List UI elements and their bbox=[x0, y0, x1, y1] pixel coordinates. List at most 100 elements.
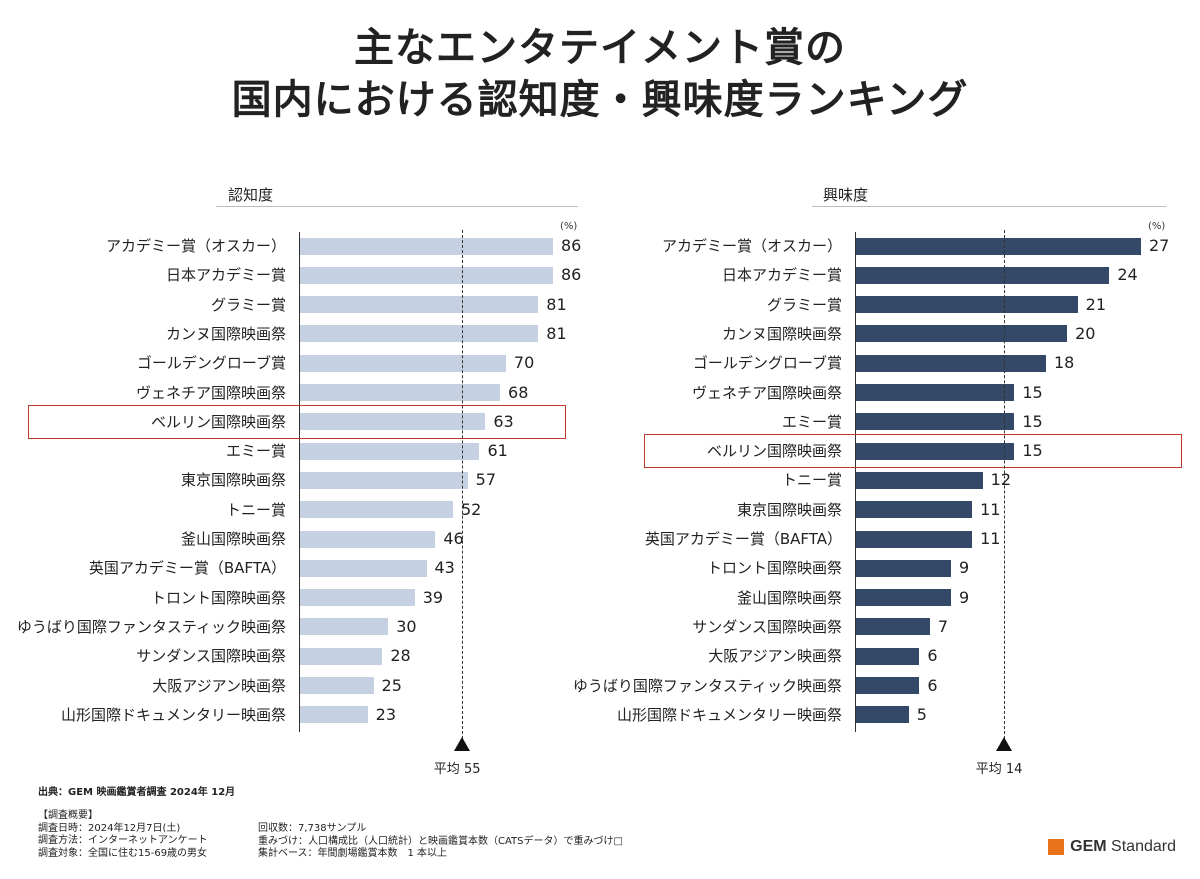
bar bbox=[856, 266, 1110, 284]
category-label: ゴールデングローブ賞 bbox=[136, 354, 286, 373]
average-label-text: 平均 bbox=[975, 762, 1006, 777]
bar bbox=[300, 647, 383, 665]
category-label: ゴールデングローブ賞 bbox=[692, 354, 842, 373]
bar bbox=[300, 325, 539, 343]
bar bbox=[300, 442, 480, 460]
category-label: グラミー賞 bbox=[766, 295, 842, 314]
value-label: 43 bbox=[434, 558, 455, 578]
category-label: ベルリン国際映画祭 bbox=[706, 442, 842, 461]
bar bbox=[300, 559, 427, 577]
average-label-text: 平均 bbox=[433, 762, 464, 777]
average-value: 14 bbox=[1005, 762, 1023, 777]
category-label: 日本アカデミー賞 bbox=[165, 266, 286, 285]
bar bbox=[856, 325, 1068, 343]
value-label: 61 bbox=[487, 441, 508, 461]
value-label: 6 bbox=[927, 646, 938, 666]
value-label: 63 bbox=[493, 411, 514, 431]
value-label: 68 bbox=[508, 382, 529, 402]
category-label: 日本アカデミー賞 bbox=[721, 266, 842, 285]
value-label: 11 bbox=[980, 529, 1001, 548]
note-line: 調査対象：全国に住む15-69歳の男女 bbox=[38, 847, 208, 859]
value-label: 15 bbox=[1022, 411, 1043, 431]
bar bbox=[856, 413, 1015, 431]
category-label: 山形国際ドキュメンタリー映画祭 bbox=[60, 705, 286, 724]
category-label: トロント国際映画祭 bbox=[706, 559, 842, 578]
note-line: 調査日時：2024年12月7日(土) bbox=[38, 822, 181, 834]
bar bbox=[856, 296, 1078, 314]
survey-overview-notes: 【調査概要】 調査日時：2024年12月7日(土) 調査方法：インターネットアンケー… bbox=[38, 810, 208, 860]
average-label: 平均 14 bbox=[976, 758, 1023, 777]
category-label: カンヌ国際映画祭 bbox=[721, 324, 842, 343]
value-label: 11 bbox=[980, 499, 1001, 519]
bar bbox=[856, 384, 1015, 401]
value-label: 81 bbox=[546, 323, 567, 343]
value-label: 86 bbox=[561, 236, 582, 255]
logo-bold-text: GEM bbox=[1070, 838, 1107, 855]
logo-rest-text: Standard bbox=[1106, 838, 1176, 855]
category-label: サンダンス国際映画祭 bbox=[136, 647, 286, 666]
bar bbox=[300, 706, 368, 724]
bar bbox=[856, 677, 920, 694]
bar bbox=[300, 677, 374, 694]
note-line: 調査方法：インターネットアンケート bbox=[38, 835, 208, 846]
bar bbox=[856, 471, 983, 489]
category-label: トニー賞 bbox=[781, 471, 842, 490]
title-line-1: 主なエンタテイメント賞の bbox=[354, 25, 846, 71]
average-marker-icon bbox=[453, 737, 470, 751]
note-line: 回収数：7,738サンプル bbox=[258, 823, 367, 834]
value-label: 70 bbox=[513, 353, 535, 373]
average-line bbox=[461, 230, 463, 744]
category-label: ベルリン国際映画祭 bbox=[150, 412, 286, 431]
category-label: 東京国際映画祭 bbox=[736, 500, 842, 519]
bar bbox=[300, 589, 415, 607]
note-line: 集計ベース：年間劇場鑑賞本数 1 本以上 bbox=[258, 848, 448, 859]
average-line bbox=[1003, 230, 1005, 744]
category-label: 大阪アジアン映画祭 bbox=[152, 676, 286, 695]
category-label: エミー賞 bbox=[225, 442, 286, 461]
note-line: 【調査概要】 bbox=[38, 810, 98, 821]
bar bbox=[300, 354, 506, 372]
panel-title: 興味度 bbox=[823, 186, 869, 204]
value-label: 18 bbox=[1054, 353, 1075, 373]
value-label: 57 bbox=[475, 470, 497, 490]
bar bbox=[856, 237, 1141, 255]
value-label: 15 bbox=[1022, 382, 1043, 402]
category-axis bbox=[855, 232, 856, 732]
bar bbox=[300, 501, 453, 519]
bar bbox=[856, 501, 973, 519]
category-axis bbox=[299, 232, 300, 732]
page-title: 主なエンタテイメント賞の 国内における認知度・興味度ランキング bbox=[0, 22, 1200, 126]
value-label: 27 bbox=[1149, 236, 1170, 255]
panel-title: 認知度 bbox=[228, 186, 274, 204]
average-label: 平均 55 bbox=[434, 758, 481, 777]
bar bbox=[300, 413, 486, 431]
value-label: 52 bbox=[460, 499, 482, 519]
category-label: カンヌ国際映画祭 bbox=[165, 324, 286, 343]
survey-detail-notes: 回収数：7,738サンプル 重みづけ：人口構成比（人口統計）と映画鑑賞本数（CAT… bbox=[258, 823, 623, 861]
value-label: 25 bbox=[381, 675, 402, 695]
bar bbox=[300, 296, 539, 314]
value-label: 7 bbox=[937, 616, 949, 636]
value-label: 9 bbox=[959, 587, 970, 607]
value-label: 23 bbox=[375, 704, 397, 724]
category-label: 英国アカデミー賞（BAFTA） bbox=[88, 559, 286, 578]
category-label: ゆうばり国際ファンタスティック映画祭 bbox=[572, 676, 842, 695]
bar bbox=[856, 442, 1015, 460]
bar bbox=[856, 647, 920, 665]
value-label: 9 bbox=[959, 558, 970, 578]
category-label: ヴェネチア国際映画祭 bbox=[691, 383, 842, 402]
category-label: 山形国際ドキュメンタリー映画祭 bbox=[616, 705, 842, 724]
bar bbox=[856, 706, 909, 724]
value-label: 21 bbox=[1085, 294, 1107, 314]
value-label: 5 bbox=[916, 704, 927, 724]
value-label: 46 bbox=[443, 529, 464, 548]
unit-label: (%) bbox=[560, 221, 578, 232]
bar bbox=[300, 237, 553, 255]
category-label: トロント国際映画祭 bbox=[150, 588, 286, 607]
category-label: エミー賞 bbox=[781, 412, 842, 431]
category-label: アカデミー賞（オスカー） bbox=[661, 237, 842, 255]
bar bbox=[300, 384, 501, 401]
bar bbox=[856, 530, 973, 548]
category-label: トニー賞 bbox=[225, 500, 286, 519]
value-label: 6 bbox=[927, 675, 938, 695]
